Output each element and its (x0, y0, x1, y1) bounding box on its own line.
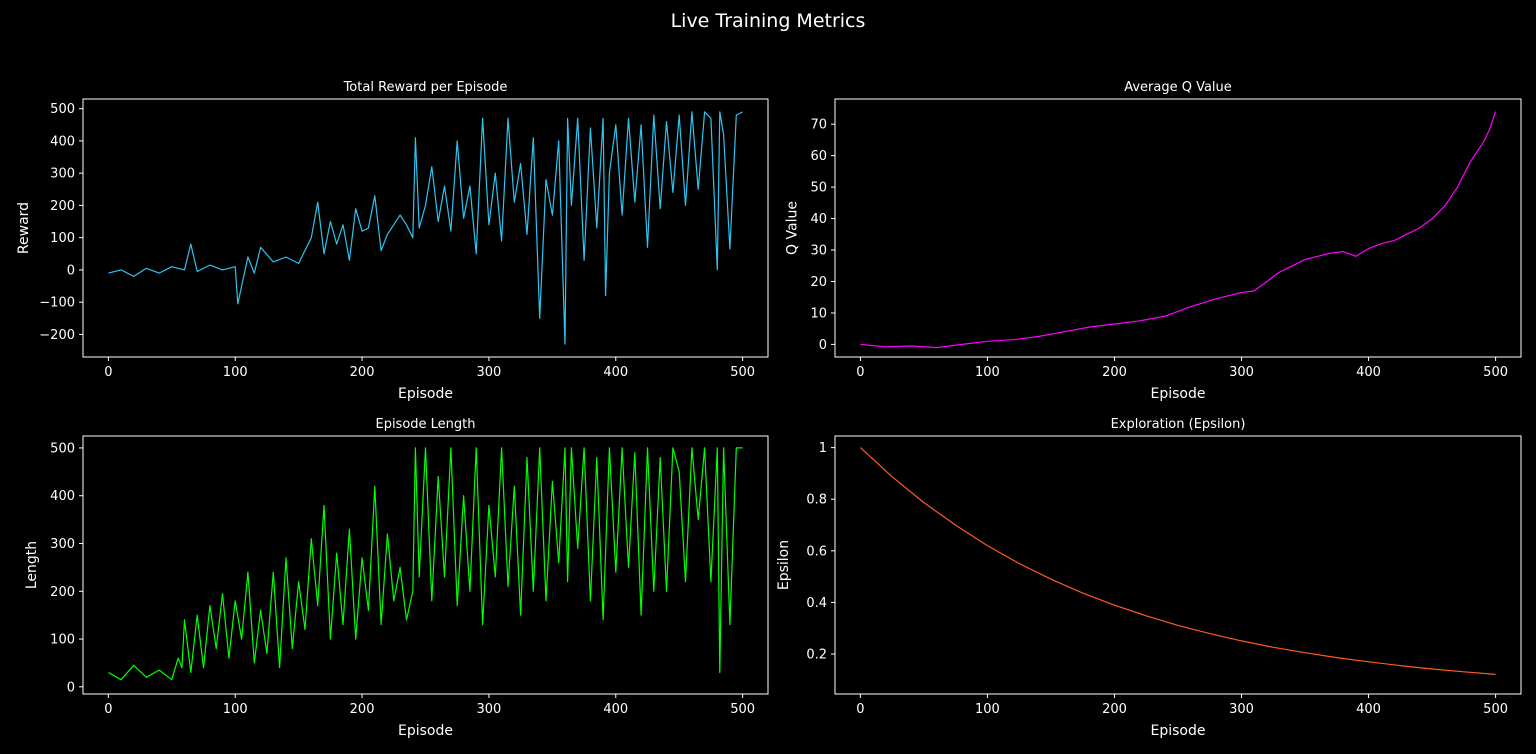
reward-x-tick-label: 500 (730, 365, 755, 380)
episode-length-x-tick-label: 500 (730, 702, 755, 717)
reward-y-tick-label: 300 (50, 167, 75, 182)
epsilon-series-line (859, 447, 1496, 675)
q-value-y-tick-label: 40 (810, 212, 827, 227)
epsilon-y-tick-label: 0.8 (806, 493, 827, 508)
q-value-plot-frame (834, 98, 1522, 358)
episode-length-x-tick-label: 300 (477, 702, 502, 717)
epsilon-y-axis-label: Epsilon (776, 540, 792, 590)
episode-length-y-axis-label: Length (24, 541, 40, 589)
q-value-x-tick-label: 300 (1229, 365, 1254, 380)
reward-y-tick-label: 200 (50, 199, 75, 214)
reward-y-axis-label: Reward (16, 202, 32, 254)
episode-length-x-tick-label: 100 (223, 702, 248, 717)
reward-y-tick-label: 500 (50, 102, 75, 117)
epsilon-x-axis-label: Episode (1151, 723, 1206, 739)
epsilon-y-tick-label: 0.2 (806, 648, 827, 663)
reward-y-tick-label: 400 (50, 134, 75, 149)
reward-y-tick-label: −100 (39, 296, 75, 311)
reward-x-axis-label: Episode (398, 386, 453, 402)
episode-length-x-tick-label: 400 (603, 702, 628, 717)
epsilon-x-tick-label: 500 (1483, 702, 1508, 717)
reward-y-tick-label: 100 (50, 231, 75, 246)
episode-length-y-tick-label: 200 (50, 585, 75, 600)
q-value-y-tick-label: 20 (810, 275, 827, 290)
q-value-x-tick-label: 500 (1483, 365, 1508, 380)
q-value-x-axis-label: Episode (1151, 386, 1206, 402)
episode-length-y-tick-label: 100 (50, 633, 75, 648)
q-value-y-tick-label: 50 (810, 181, 827, 196)
chart-episode-length-panel: Episode Length 0 100 200 300 400 500 0 100 200 300… (24, 417, 769, 739)
q-value-y-axis-label: Q Value (784, 201, 800, 255)
chart-reward-panel: Total Reward per Episode 0 100 200 300 400 500… (16, 80, 769, 402)
epsilon-y-tick-label: 0.4 (806, 596, 827, 611)
q-value-y-tick-label: 70 (810, 118, 827, 133)
epsilon-x-tick-label: 0 (856, 702, 864, 717)
reward-y-tick-label: 0 (67, 263, 75, 278)
reward-x-tick-label: 100 (223, 365, 248, 380)
epsilon-chart-title: Exploration (Epsilon) (1111, 417, 1246, 432)
q-value-y-tick-label: 0 (819, 338, 827, 353)
reward-plot-frame (82, 98, 769, 358)
episode-length-series-line (108, 447, 743, 681)
chart-q-value-panel: Average Q Value 0 100 200 300 400 500 0 10 20 30 40… (784, 80, 1522, 402)
episode-length-plot-frame (82, 435, 769, 695)
episode-length-x-tick-label: 200 (350, 702, 375, 717)
q-value-y-tick-label: 10 (810, 306, 827, 321)
epsilon-x-tick-label: 100 (975, 702, 1000, 717)
reward-x-tick-label: 400 (603, 365, 628, 380)
episode-length-x-tick-label: 0 (104, 702, 112, 717)
episode-length-x-axis-label: Episode (398, 723, 453, 739)
epsilon-plot-frame (834, 435, 1522, 695)
episode-length-y-tick-label: 300 (50, 537, 75, 552)
q-value-x-tick-label: 100 (975, 365, 1000, 380)
epsilon-x-tick-label: 200 (1102, 702, 1127, 717)
epsilon-x-tick-label: 300 (1229, 702, 1254, 717)
epsilon-y-tick-label: 1 (819, 441, 827, 456)
chart-epsilon-panel: Exploration (Epsilon) 0 100 200 300 400 500 0.2… (776, 417, 1522, 739)
q-value-y-tick-label: 30 (810, 244, 827, 259)
q-value-series-line (860, 111, 1497, 349)
episode-length-y-tick-label: 500 (50, 441, 75, 456)
figure-suptitle: Live Training Metrics (670, 10, 866, 32)
episode-length-chart-title: Episode Length (375, 417, 475, 432)
q-value-y-tick-label: 60 (810, 149, 827, 164)
episode-length-y-tick-label: 400 (50, 489, 75, 504)
epsilon-y-tick-label: 0.6 (806, 544, 827, 559)
reward-x-tick-label: 200 (350, 365, 375, 380)
q-value-x-tick-label: 0 (856, 365, 864, 380)
reward-x-tick-label: 300 (477, 365, 502, 380)
episode-length-y-tick-label: 0 (67, 680, 75, 695)
epsilon-x-tick-label: 400 (1356, 702, 1381, 717)
q-value-x-tick-label: 200 (1102, 365, 1127, 380)
q-value-x-tick-label: 400 (1356, 365, 1381, 380)
q-value-chart-title: Average Q Value (1124, 80, 1232, 95)
reward-series-line (108, 111, 743, 345)
reward-y-tick-label: −200 (39, 328, 75, 343)
reward-chart-title: Total Reward per Episode (343, 80, 508, 95)
reward-x-tick-label: 0 (104, 365, 112, 380)
